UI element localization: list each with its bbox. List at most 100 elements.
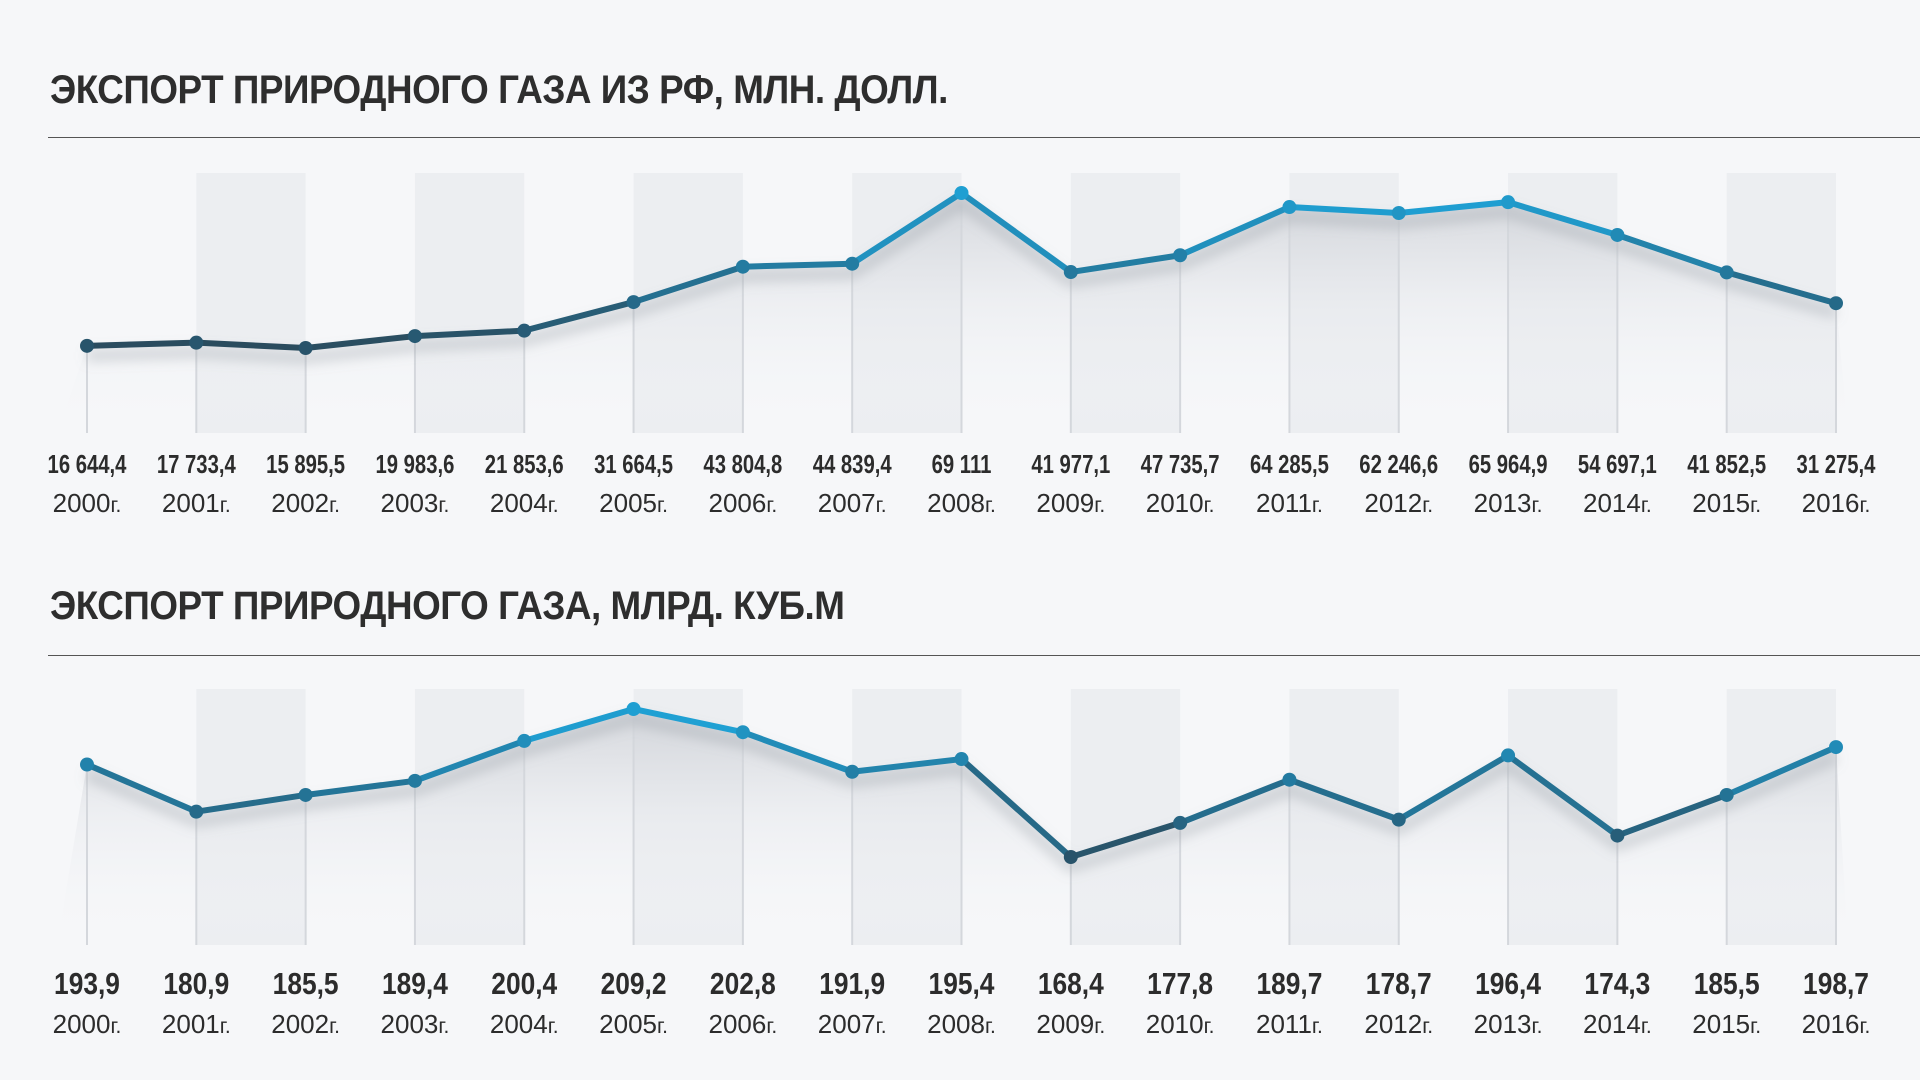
- x-tick-label: 2004г.: [490, 488, 559, 518]
- title-divider: [48, 655, 1920, 656]
- data-point: [1063, 265, 1078, 280]
- x-tick-label: 2005г.: [599, 1009, 668, 1039]
- data-point: [845, 256, 860, 271]
- series-line-segment: [193, 791, 309, 815]
- data-label: 19 983,6: [375, 450, 454, 479]
- series-line-segment: [521, 299, 637, 334]
- data-label: 174,3: [1584, 967, 1650, 1001]
- data-point: [1610, 828, 1625, 843]
- data-label: 62 246,6: [1359, 450, 1438, 479]
- data-point: [1719, 787, 1734, 802]
- data-point: [954, 186, 969, 200]
- data-label: 200,4: [491, 967, 557, 1001]
- x-tick-label: 2015г.: [1692, 488, 1761, 518]
- data-label: 21 853,6: [485, 450, 564, 479]
- series-line-segment: [630, 263, 746, 306]
- series-line-segment: [958, 190, 1074, 276]
- series-line-segment: [1286, 776, 1402, 823]
- data-point: [1282, 772, 1297, 787]
- data-point: [1829, 296, 1843, 311]
- data-point: [1063, 850, 1078, 864]
- data-point: [1501, 748, 1516, 763]
- data-label: 180,9: [163, 967, 229, 1001]
- series-line-segment: [1177, 204, 1293, 259]
- x-tick-label: 2012г.: [1364, 488, 1433, 518]
- x-tick-label: 2009г.: [1036, 488, 1105, 518]
- series-line-segment: [739, 729, 856, 775]
- series-line-segment: [84, 761, 200, 815]
- data-label: 44 839,4: [813, 450, 892, 479]
- series-line-segment: [1395, 752, 1512, 823]
- data-point: [517, 733, 532, 748]
- series-line-segment: [849, 190, 965, 267]
- chart-title: ЭКСПОРТ ПРИРОДНОГО ГАЗА ИЗ РФ, МЛН. ДОЛЛ…: [50, 68, 948, 112]
- data-label: 209,2: [601, 967, 667, 1001]
- series-line-segment: [84, 339, 200, 349]
- data-point: [845, 764, 860, 779]
- x-tick-label: 2008г.: [927, 488, 996, 518]
- area-shading: [57, 709, 1848, 945]
- x-tick-label: 2009г.: [1036, 1009, 1105, 1039]
- data-point: [1282, 200, 1297, 215]
- x-tick-label: 2007г.: [818, 488, 887, 518]
- export-value-chart-panel: ЭКСПОРТ ПРИРОДНОГО ГАЗА ИЗ РФ, МЛН. ДОЛЛ…: [47, 68, 1920, 518]
- area-shading: [57, 193, 1848, 433]
- data-point: [1719, 265, 1734, 280]
- data-point: [626, 295, 641, 310]
- x-tick-label: 2001г.: [162, 1009, 231, 1039]
- x-tick-label: 2003г.: [381, 488, 450, 518]
- data-label: 178,7: [1366, 967, 1432, 1001]
- series-line-segment: [1614, 791, 1730, 839]
- data-point: [80, 757, 94, 772]
- data-point: [1391, 205, 1406, 220]
- x-tick-label: 2016г.: [1802, 488, 1871, 518]
- data-point: [954, 752, 969, 767]
- x-tick-label: 2015г.: [1692, 1009, 1761, 1039]
- data-point: [1173, 248, 1188, 263]
- x-tick-label: 2008г.: [927, 1009, 996, 1039]
- data-point: [189, 804, 204, 819]
- export-volume-chart-panel: ЭКСПОРТ ПРИРОДНОГО ГАЗА, МЛРД. КУБ.М 193…: [0, 540, 1920, 1080]
- series-line-segment: [1395, 199, 1512, 216]
- x-tick-label: 2013г.: [1474, 1009, 1543, 1039]
- x-tick-label: 2000г.: [53, 488, 122, 518]
- x-tick-label: 2016г.: [1802, 1009, 1871, 1039]
- series-line-segment: [1067, 252, 1184, 276]
- data-point: [298, 341, 313, 355]
- data-label: 189,4: [382, 967, 448, 1001]
- series-line-segment: [1505, 199, 1621, 238]
- x-tick-label: 2007г.: [818, 1009, 887, 1039]
- data-point: [735, 725, 750, 740]
- data-label: 64 285,5: [1250, 450, 1329, 479]
- data-label: 16 644,4: [48, 450, 127, 479]
- data-label: 198,7: [1803, 967, 1869, 1001]
- data-label: 31 275,4: [1797, 450, 1876, 479]
- data-label: 65 964,9: [1469, 450, 1548, 479]
- data-label: 41 977,1: [1031, 450, 1110, 479]
- data-label: 54 697,1: [1578, 450, 1657, 479]
- data-point: [298, 787, 313, 802]
- data-label: 31 664,5: [594, 450, 673, 479]
- x-tick-label: 2001г.: [162, 488, 231, 518]
- series-line-segment: [739, 260, 856, 270]
- series-line-segment: [958, 756, 1074, 860]
- line-shadow: [85, 713, 1839, 873]
- data-label: 202,8: [710, 967, 776, 1001]
- series-line-segment: [1505, 752, 1621, 839]
- data-label: 69 111: [932, 450, 992, 479]
- x-tick-label: 2000г.: [53, 1009, 122, 1039]
- data-label: 41 852,5: [1687, 450, 1766, 479]
- export-value-line-chart: 16 644,4 2000г. 17 733,4 2001г. 15 895,5 2002…: [47, 186, 1876, 518]
- data-point: [1173, 815, 1188, 830]
- series-line-segment: [193, 339, 309, 351]
- x-tick-label: 2014г.: [1583, 1009, 1652, 1039]
- series-line-segment: [302, 333, 418, 351]
- data-point: [407, 773, 422, 788]
- data-point: [517, 323, 532, 338]
- data-point: [1829, 740, 1843, 755]
- data-point: [626, 702, 641, 716]
- data-point: [189, 335, 204, 350]
- x-tick-label: 2011г.: [1256, 1009, 1323, 1039]
- series-line-segment: [1723, 269, 1839, 307]
- data-label: 177,8: [1147, 967, 1213, 1001]
